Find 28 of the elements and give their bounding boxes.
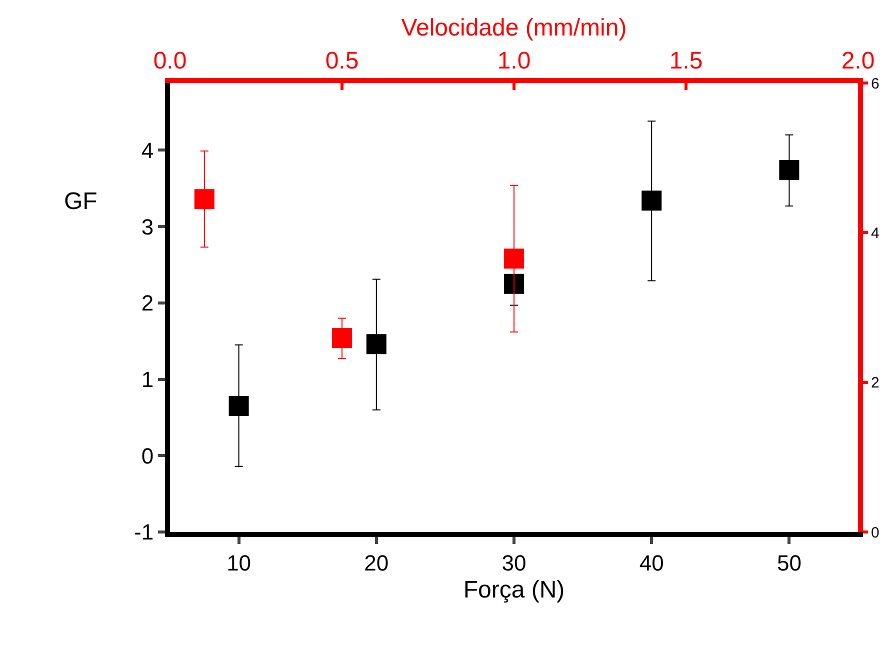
x2-axis-title: Velocidade (mm/min)	[401, 14, 627, 42]
x-tick-label: 20	[364, 550, 389, 576]
x-tick-label: 40	[639, 550, 664, 576]
x-tick-label: 10	[226, 550, 252, 576]
x2-tick-label: 1.5	[669, 47, 703, 74]
y-tick-label: 4	[141, 138, 154, 163]
y-tick-label: 1	[141, 366, 154, 392]
y2-tick-label: 6	[871, 75, 880, 92]
y-tick-label: 2	[141, 290, 154, 316]
x-tick-label: 50	[776, 550, 802, 576]
y-axis-title: GF	[64, 188, 98, 215]
y-tick-label: -1	[134, 520, 154, 545]
y2-tick-label: 4	[871, 224, 880, 242]
x2-tick-label: 2.0	[841, 47, 875, 74]
point	[642, 190, 662, 211]
x-axis-title: Força (N)	[463, 576, 565, 604]
y-tick-label: 0	[141, 443, 154, 468]
x-tick-label: 30	[502, 550, 526, 576]
point	[366, 334, 386, 354]
y2-tick-label: 0	[871, 524, 880, 542]
x2-tick-label: 1.0	[497, 47, 531, 74]
point	[504, 274, 524, 294]
point	[228, 396, 249, 416]
x2-tick-label: 0.0	[153, 47, 187, 74]
point	[779, 160, 800, 180]
y-tick-label: 3	[141, 214, 154, 240]
y2-tick-label: 2	[871, 374, 880, 392]
x2-tick-label: 0.5	[325, 47, 359, 74]
